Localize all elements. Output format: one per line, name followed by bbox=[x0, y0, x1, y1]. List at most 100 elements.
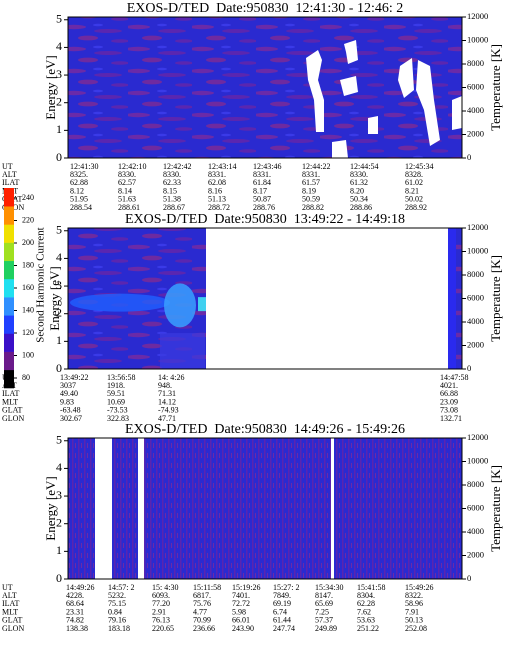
ephemeris-value: 61.84 bbox=[253, 178, 271, 187]
colorbar-swatch bbox=[4, 224, 14, 243]
y-tick-label: 2 bbox=[56, 515, 62, 529]
ephemeris-value: 8.17 bbox=[253, 186, 267, 195]
ephemeris-value: 302.67 bbox=[60, 414, 82, 423]
ephemeris-value: 57.37 bbox=[315, 616, 333, 625]
y-tick-label: 4 bbox=[56, 250, 62, 264]
ephemeris-value: 50.13 bbox=[405, 616, 423, 625]
ephemeris-value: 77.20 bbox=[152, 599, 170, 608]
y-axis-label: Energy [eV] bbox=[43, 55, 58, 119]
data-gap bbox=[332, 140, 348, 158]
ephemeris-value: 75.76 bbox=[193, 599, 211, 608]
data-gap bbox=[306, 50, 324, 132]
data-gap bbox=[368, 116, 378, 134]
colorbar-swatch bbox=[4, 242, 14, 262]
ephemeris-value: 12:44:54 bbox=[350, 162, 378, 171]
y-tick-label: 2 bbox=[56, 94, 62, 108]
y-tick-label: 1 bbox=[56, 333, 62, 347]
ephemeris-value: 5232. bbox=[108, 591, 126, 600]
y-tick-label: 5 bbox=[56, 223, 62, 237]
ephemeris-value: 23.09 bbox=[440, 397, 458, 406]
ephemeris-value: 79.16 bbox=[108, 616, 126, 625]
ephemeris-label: GLON bbox=[2, 624, 24, 633]
colorbar-swatch bbox=[4, 369, 14, 389]
ephemeris-value: 288.61 bbox=[118, 203, 140, 212]
ephemeris-value: 59.51 bbox=[107, 389, 125, 398]
ephemeris-value: 66.01 bbox=[232, 616, 250, 625]
ephemeris-value: 65.69 bbox=[315, 599, 333, 608]
ephemeris-value: 1918. bbox=[107, 381, 125, 390]
y-tick-label: 1 bbox=[56, 543, 62, 557]
spectrogram-image bbox=[68, 17, 462, 158]
data-gap bbox=[344, 40, 358, 64]
ephemeris-value: 8147. bbox=[315, 591, 333, 600]
y2-tick-label: 8000 bbox=[467, 269, 484, 279]
ephemeris-label: ALT bbox=[2, 170, 17, 179]
spectrogram-blob bbox=[70, 293, 170, 312]
ephemeris-label: ILAT bbox=[2, 178, 19, 187]
y2-tick-label: 0 bbox=[467, 573, 471, 583]
ephemeris-value: 8.20 bbox=[350, 186, 364, 195]
ephemeris-label: ILAT bbox=[2, 599, 19, 608]
y2-tick-label: 6000 bbox=[467, 502, 484, 512]
data-gap bbox=[416, 60, 440, 146]
colorbar-tick-label: 200 bbox=[22, 238, 34, 247]
ephemeris-value: 69.19 bbox=[273, 599, 291, 608]
ephemeris-value: 51.13 bbox=[208, 195, 226, 204]
ephemeris-value: 236.66 bbox=[193, 624, 215, 633]
ephemeris-value: 73.08 bbox=[440, 406, 458, 415]
colorbar-swatch bbox=[4, 333, 14, 352]
ephemeris-label: ILAT bbox=[2, 389, 19, 398]
colorbar-tick-label: 120 bbox=[22, 328, 34, 337]
y-tick-label: 5 bbox=[56, 12, 62, 26]
ephemeris-value: 4228. bbox=[66, 591, 84, 600]
ephemeris-value: -74.93 bbox=[158, 406, 179, 415]
y-tick-label: 4 bbox=[56, 39, 62, 53]
ephemeris-value: 8304. bbox=[357, 591, 375, 600]
ephemeris-value: 8325. bbox=[70, 170, 88, 179]
ephemeris-value: 2.91 bbox=[152, 607, 166, 616]
ephemeris-value: 15:49:26 bbox=[405, 583, 433, 592]
ephemeris-value: 288.76 bbox=[253, 203, 275, 212]
ephemeris-value: 66.88 bbox=[440, 389, 458, 398]
colorbar-swatch bbox=[4, 315, 14, 334]
ephemeris-value: 220.65 bbox=[152, 624, 174, 633]
spectrogram-blob bbox=[164, 283, 196, 328]
chart-title: EXOS-D/TED Date:950830 14:49:26 - 15:49:… bbox=[125, 422, 405, 437]
ephemeris-value: 5.98 bbox=[232, 607, 246, 616]
ephemeris-value: 50.02 bbox=[405, 195, 423, 204]
ephemeris-value: 15:27: 2 bbox=[273, 583, 299, 592]
ephemeris-value: 61.02 bbox=[405, 178, 423, 187]
y2-tick-label: 2000 bbox=[467, 339, 484, 349]
ephemeris-value: 13:56:58 bbox=[107, 373, 135, 382]
data-gap bbox=[138, 438, 144, 579]
colorbar-swatch bbox=[4, 206, 14, 225]
ephemeris-value: 6817. bbox=[193, 591, 211, 600]
ephemeris-value: 14:57: 2 bbox=[108, 583, 134, 592]
ephemeris-value: 243.90 bbox=[232, 624, 254, 633]
ephemeris-value: 15:19:26 bbox=[232, 583, 260, 592]
ephemeris-value: 4021. bbox=[440, 381, 458, 390]
y-tick-label: 0 bbox=[56, 571, 62, 585]
y2-axis-label: Temperature [K] bbox=[488, 465, 503, 552]
ephemeris-label: GLON bbox=[2, 414, 24, 423]
ephemeris-value: 13:49:22 bbox=[60, 373, 88, 382]
ephemeris-value: 51.63 bbox=[118, 195, 136, 204]
ephemeris-value: 62.88 bbox=[70, 178, 88, 187]
ephemeris-label: GLAT bbox=[2, 616, 23, 625]
ephemeris-value: 0.84 bbox=[108, 607, 122, 616]
ephemeris-value: 70.99 bbox=[193, 616, 211, 625]
ephemeris-value: 23.31 bbox=[66, 607, 84, 616]
y2-tick-label: 10000 bbox=[467, 245, 488, 255]
colorbar-swatch bbox=[4, 351, 14, 371]
y2-tick-label: 8000 bbox=[467, 479, 484, 489]
ephemeris-value: 15:34:30 bbox=[315, 583, 343, 592]
ephemeris-value: 8.15 bbox=[163, 186, 177, 195]
y2-tick-label: 12000 bbox=[467, 11, 488, 21]
y-tick-label: 3 bbox=[56, 488, 62, 502]
data-gap bbox=[95, 438, 112, 579]
ephemeris-value: 8331. bbox=[253, 170, 271, 179]
ephemeris-value: 247.74 bbox=[273, 624, 295, 633]
y2-tick-label: 12000 bbox=[467, 432, 488, 442]
ephemeris-label: ALT bbox=[2, 591, 17, 600]
ephemeris-value: 14.12 bbox=[158, 397, 176, 406]
